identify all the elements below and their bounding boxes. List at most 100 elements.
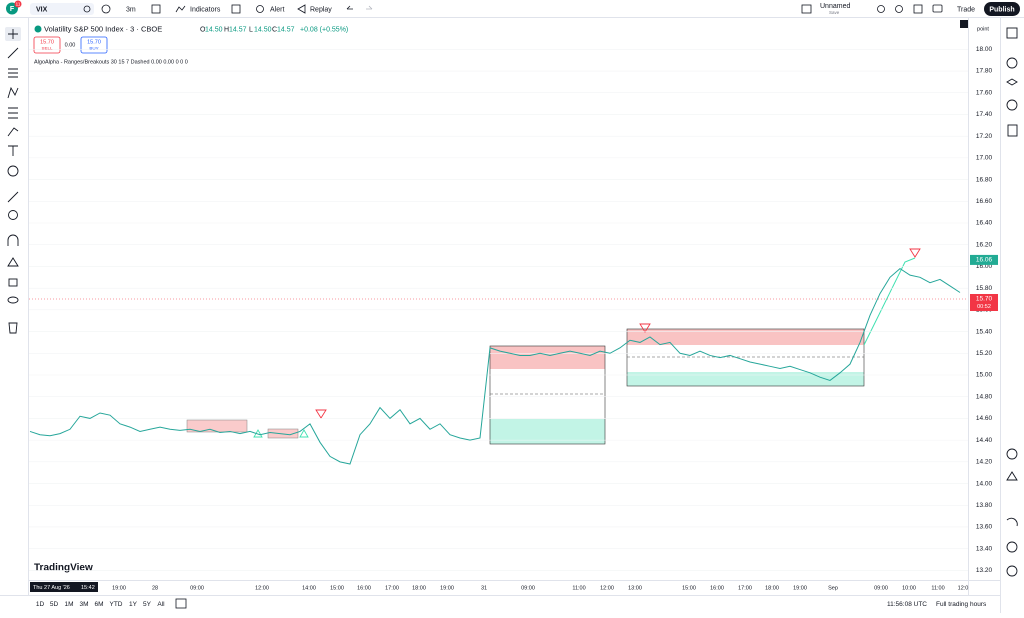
x-tick-label: 18:00 [765, 585, 779, 591]
snapshot-icon[interactable] [932, 4, 943, 13]
symbol-search[interactable] [30, 3, 94, 15]
object-tree[interactable] [960, 20, 968, 28]
range-boxes [186, 248, 921, 445]
replay-button[interactable]: Replay [310, 6, 332, 13]
y-tick-label: 17.80 [976, 68, 993, 75]
x-tick-label: 16:00 [710, 585, 724, 591]
tool-zoom[interactable] [8, 210, 18, 220]
alert-button[interactable]: Alert [270, 6, 284, 13]
save-label[interactable]: Save [829, 10, 840, 15]
period-button[interactable]: YTD [110, 601, 123, 608]
interval[interactable]: 3m [126, 6, 136, 13]
tool-trash[interactable] [8, 322, 18, 334]
fullscreen-icon[interactable] [913, 4, 923, 14]
buy-button[interactable] [80, 36, 108, 54]
x-tick-label: 12:00 [255, 585, 269, 591]
replay-icon[interactable] [297, 4, 306, 14]
y-tick-label: 13.40 [976, 545, 993, 552]
range-support [627, 372, 864, 386]
y-tick-label: 16.00 [976, 263, 993, 270]
cursor-date: Thu 27 Aug '26 [33, 585, 70, 591]
tool-crosshair[interactable] [8, 29, 18, 39]
trade-button[interactable]: Trade [957, 6, 975, 13]
help-icon[interactable] [1006, 565, 1018, 577]
date-range-icon[interactable] [175, 598, 187, 609]
x-tick-label: 09:00 [874, 585, 888, 591]
layout-name[interactable]: Unnamed [820, 3, 850, 10]
alert-icon[interactable] [256, 5, 264, 13]
badge-count: 11 [16, 1, 21, 6]
period-button[interactable]: 6M [94, 601, 103, 608]
y-tick-label: 17.00 [976, 155, 993, 162]
tool-magnet[interactable] [7, 234, 19, 246]
y-tick-label: 15.80 [976, 285, 993, 292]
x-tick-label: 12:00 [600, 585, 614, 591]
indicators-icon[interactable] [175, 5, 186, 13]
period-button[interactable]: 5Y [143, 601, 152, 608]
x-tick-label: 19:00 [112, 585, 126, 591]
ohlc-key: H [224, 26, 229, 33]
x-tick-label: 18:00 [412, 585, 426, 591]
tool-forecast[interactable] [8, 107, 18, 119]
tool-lock[interactable] [8, 278, 18, 287]
compare-icon[interactable] [101, 4, 111, 14]
watch-icon[interactable] [83, 5, 91, 13]
session[interactable]: Full trading hours [936, 601, 987, 608]
sell-button[interactable] [33, 36, 61, 54]
x-tick-label: 19:00 [440, 585, 454, 591]
y-tick-label: 13.60 [976, 524, 993, 531]
tool-trendline[interactable] [7, 47, 19, 59]
y-tick-label: 14.00 [976, 480, 993, 487]
x-tick-label: 14:00 [302, 585, 316, 591]
tool-pattern[interactable] [7, 86, 19, 99]
range-frame [626, 328, 865, 387]
clock: 11:56:08 UTC [887, 601, 927, 608]
redo-icon[interactable] [366, 5, 373, 10]
x-tick-label: Sep [828, 585, 838, 591]
tool-hide[interactable] [7, 296, 19, 304]
publish-button[interactable] [984, 2, 1020, 16]
y-tick-label: 17.20 [976, 133, 993, 140]
indicators-button[interactable]: Indicators [190, 6, 221, 13]
tool-emoji[interactable] [7, 165, 19, 177]
price-change: +0.08 (+0.55%) [300, 26, 348, 33]
period-button[interactable]: 1Y [129, 601, 138, 608]
alerts-icon[interactable] [1006, 57, 1018, 69]
avatar-letter: F [10, 6, 15, 13]
chart-type-icon[interactable] [151, 4, 161, 14]
tool-brush[interactable] [7, 127, 19, 137]
period-button[interactable]: 1D [36, 601, 45, 608]
x-tick-label: 13:00 [628, 585, 642, 591]
tool-lock-drawings[interactable] [7, 257, 19, 267]
sell-label: SELL [41, 46, 53, 51]
indicator-legend: AlgoAlpha - Ranges/Breakouts 30 15 7 Das… [34, 59, 188, 65]
streams-icon[interactable] [1006, 517, 1018, 527]
ohlc-value: 14.50 [205, 26, 223, 33]
period-button[interactable]: All [157, 601, 165, 608]
watchlist-icon[interactable] [1006, 27, 1018, 39]
news-icon[interactable] [1007, 124, 1018, 137]
period-button[interactable]: 1M [64, 601, 73, 608]
calendar-icon[interactable] [1006, 99, 1018, 111]
search-icon[interactable] [877, 5, 885, 13]
undo-icon[interactable] [346, 5, 353, 10]
period-button[interactable]: 5D [50, 601, 59, 608]
target-icon[interactable] [1006, 448, 1018, 460]
templates-icon[interactable] [231, 4, 241, 14]
ohlc-key: L [249, 26, 253, 33]
y-tick-label: 16.60 [976, 198, 993, 205]
y-tick-label: 15.20 [976, 350, 993, 357]
layers-icon[interactable] [1006, 78, 1018, 86]
tool-text[interactable] [8, 145, 18, 156]
tool-ruler[interactable] [7, 191, 19, 203]
sell-price: 15.70 [40, 39, 54, 45]
ideas-icon[interactable] [1006, 471, 1018, 481]
drawing-toolbar [5, 27, 21, 334]
layout-icon[interactable] [801, 4, 812, 14]
period-button[interactable]: 3M [79, 601, 88, 608]
settings-icon[interactable] [895, 5, 903, 13]
ohlc-value: 14.57 [277, 26, 295, 33]
chat-icon[interactable] [1006, 541, 1018, 553]
scale-mode[interactable]: point [977, 26, 989, 32]
tool-fib[interactable] [8, 68, 18, 78]
